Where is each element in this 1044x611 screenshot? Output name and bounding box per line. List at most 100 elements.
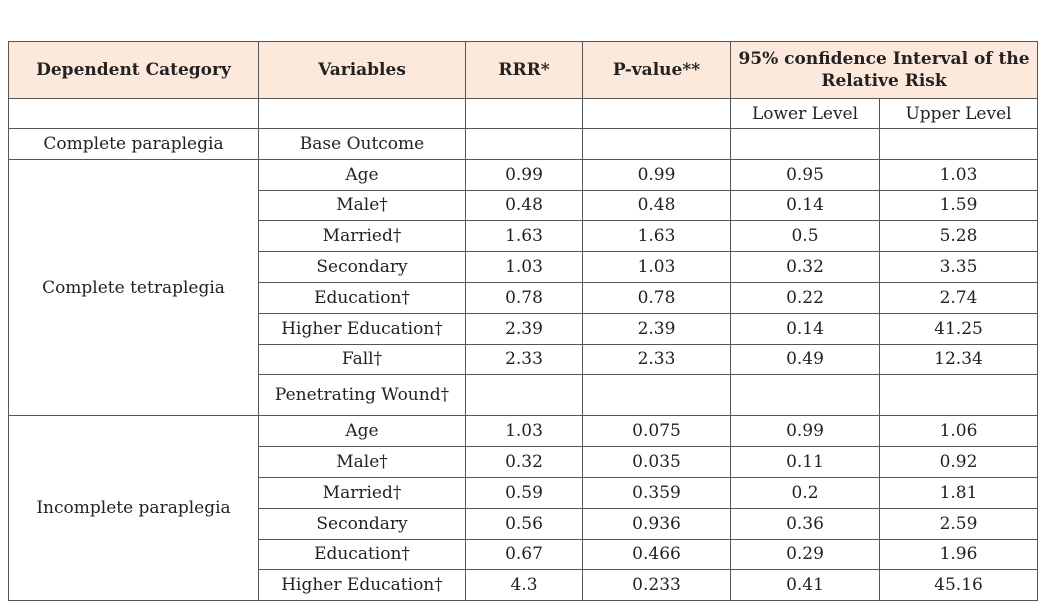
lower-level-cell: 0.49 — [730, 343, 880, 376]
rrr-cell: 1.03 — [465, 415, 583, 448]
rrr-cell: 0.67 — [465, 538, 583, 571]
p-value-cell: 2.33 — [582, 343, 731, 376]
table-row: Married† 0.59 0.359 0.2 1.81 — [9, 476, 1039, 509]
subheader-empty-cell — [258, 98, 466, 129]
rrr-cell: 1.63 — [465, 220, 583, 253]
lower-level-cell: 0.95 — [730, 158, 880, 191]
header-rrr: RRR* — [465, 41, 583, 99]
p-value-cell: 0.936 — [582, 507, 731, 540]
variable-cell: Married† — [258, 476, 466, 509]
subheader-upper-level: Upper Level — [878, 98, 1039, 129]
subheader-empty-cell — [582, 98, 731, 129]
header-variables: Variables — [258, 41, 466, 99]
upper-level-cell: 2.59 — [878, 507, 1039, 540]
upper-level-cell — [878, 374, 1039, 417]
subheader-empty-cell — [8, 98, 259, 129]
header-confidence-interval: 95% confidence Interval of the Relative … — [729, 41, 1039, 99]
upper-level-cell: 41.25 — [878, 312, 1039, 345]
table-row: Complete tetraplegia Age 0.99 0.99 0.95 1.03 — [8, 158, 1039, 417]
lower-level-cell: 0.99 — [730, 415, 880, 448]
rrr-cell — [465, 374, 583, 417]
upper-level-cell: 1.59 — [878, 189, 1039, 222]
table-row: Secondary 1.03 1.03 0.32 3.35 — [9, 251, 1039, 283]
table-row: Higher Education† 2.39 2.39 0.14 41.25 — [9, 312, 1039, 345]
lower-level-cell: 0.14 — [730, 312, 880, 345]
p-value-cell: 0.48 — [582, 189, 731, 222]
rrr-cell: 0.48 — [465, 189, 583, 222]
lower-level-cell — [730, 374, 880, 417]
subheader-empty-cell — [465, 98, 583, 129]
p-value-cell: 2.39 — [582, 312, 731, 345]
table-row: Secondary 0.56 0.936 0.36 2.59 — [9, 507, 1039, 540]
variable-cell: Base Outcome — [258, 128, 466, 160]
lower-level-cell: 0.22 — [730, 281, 880, 314]
variable-cell: Education† — [258, 538, 466, 571]
upper-level-cell: 1.06 — [878, 415, 1039, 448]
variable-cell: Age — [258, 158, 466, 191]
lower-level-cell: 0.41 — [730, 569, 880, 602]
variable-cell: Education† — [258, 281, 466, 314]
rrr-cell: 0.59 — [465, 476, 583, 509]
subheader-row: Lower Level Upper Level — [8, 98, 1039, 129]
lower-level-cell: 0.5 — [730, 220, 880, 253]
rrr-cell: 0.78 — [465, 281, 583, 314]
table-row: Penetrating Wound† — [9, 374, 1039, 417]
upper-level-cell: 1.81 — [878, 476, 1039, 509]
p-value-cell: 0.035 — [582, 446, 731, 478]
table-row: Male† 0.48 0.48 0.14 1.59 — [9, 189, 1039, 222]
rrr-cell: 4.3 — [465, 569, 583, 602]
lower-level-cell: 0.32 — [730, 251, 880, 283]
lower-level-cell: 0.29 — [730, 538, 880, 571]
header-dependent-category: Dependent Category — [8, 41, 259, 99]
variable-cell: Secondary — [258, 507, 466, 540]
upper-level-cell: 3.35 — [878, 251, 1039, 283]
rrr-cell: 1.03 — [465, 251, 583, 283]
variable-cell: Age — [258, 415, 466, 448]
rrr-cell: 0.56 — [465, 507, 583, 540]
lower-level-cell: 0.14 — [730, 189, 880, 222]
subheader-lower-level: Lower Level — [730, 98, 880, 129]
variable-cell: Married† — [258, 220, 466, 253]
empty-cell — [730, 128, 880, 160]
p-value-cell: 1.03 — [582, 251, 731, 283]
table-row: Fall† 2.33 2.33 0.49 12.34 — [9, 343, 1039, 376]
p-value-cell: 0.233 — [582, 569, 731, 602]
table-row: Married† 1.63 1.63 0.5 5.28 — [9, 220, 1039, 253]
upper-level-cell: 45.16 — [878, 569, 1039, 602]
variable-cell: Higher Education† — [258, 312, 466, 345]
table-row: Male† 0.32 0.035 0.11 0.92 — [9, 446, 1039, 478]
p-value-cell: 0.466 — [582, 538, 731, 571]
table-row: Incomplete paraplegia Age 1.03 0.075 0.99 1.0… — [8, 415, 1039, 602]
p-value-cell: 0.99 — [582, 158, 731, 191]
empty-cell — [465, 128, 583, 160]
p-value-cell: 1.63 — [582, 220, 731, 253]
p-value-cell: 0.359 — [582, 476, 731, 509]
upper-level-cell: 5.28 — [878, 220, 1039, 253]
upper-level-cell: 1.03 — [878, 158, 1039, 191]
lower-level-cell: 0.11 — [730, 446, 880, 478]
header-row: Dependent Category Variables RRR* P-valu… — [8, 41, 1039, 99]
header-p-value: P-value** — [582, 41, 731, 99]
upper-level-cell: 12.34 — [878, 343, 1039, 376]
empty-cell — [582, 128, 731, 160]
upper-level-cell: 1.96 — [878, 538, 1039, 571]
results-table: Dependent Category Variables RRR* P-valu… — [8, 41, 1039, 602]
table-row: Education† 0.78 0.78 0.22 2.74 — [9, 281, 1039, 314]
lower-level-cell: 0.2 — [730, 476, 880, 509]
category-cell: Incomplete paraplegia — [8, 415, 259, 602]
variable-cell: Male† — [258, 189, 466, 222]
p-value-cell: 0.075 — [582, 415, 731, 448]
cropped-caption — [0, 0, 340, 6]
variable-cell: Fall† — [258, 343, 466, 376]
rrr-cell: 0.99 — [465, 158, 583, 191]
variable-cell: Higher Education† — [258, 569, 466, 602]
upper-level-cell: 0.92 — [878, 446, 1039, 478]
rrr-cell: 2.39 — [465, 312, 583, 345]
lower-level-cell: 0.36 — [730, 507, 880, 540]
category-cell: Complete tetraplegia — [8, 158, 259, 417]
p-value-cell — [582, 374, 731, 417]
table-row: Higher Education† 4.3 0.233 0.41 45.16 — [9, 569, 1039, 602]
rrr-cell: 2.33 — [465, 343, 583, 376]
base-outcome-row: Complete paraplegia Base Outcome — [8, 128, 1039, 160]
upper-level-cell: 2.74 — [878, 281, 1039, 314]
